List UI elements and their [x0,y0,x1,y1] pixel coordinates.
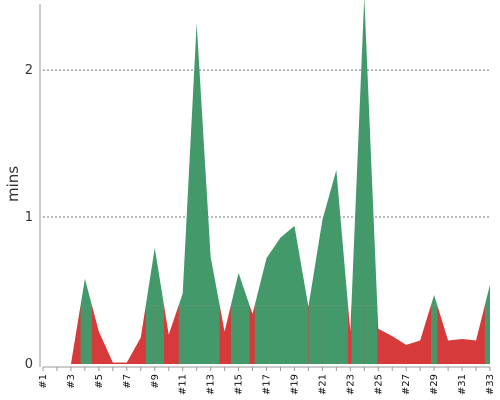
x-tick-label: #17 [262,374,273,395]
area-fill-segment [178,305,183,364]
area-fill-segment [182,305,198,364]
area-fill-segment [434,305,438,364]
area-fill-segment [364,305,378,364]
grid-lines [43,69,490,218]
x-tick-label: #29 [429,374,440,395]
y-tick-labels: 0 1 2 [25,63,33,372]
area-fill-segment [280,305,295,364]
area-fill-segment [154,305,164,364]
x-tick-label: #31 [457,374,468,395]
area-fill-segment [84,305,92,364]
x-tick-label: #25 [373,374,384,395]
x-tick-label: #5 [94,374,105,389]
area-fill-segment [266,305,281,364]
x-tick-label: #21 [317,374,328,395]
x-tick-label: #13 [206,374,217,395]
area-fill-segment [322,305,337,364]
x-tick-label: #3 [66,374,77,389]
area-fill-segment [80,305,85,364]
x-tick-label: #15 [234,374,245,395]
y-tick-label: 0 [25,357,33,372]
area-fill-segment [238,305,250,364]
series-areas [43,0,490,364]
area-fill-segment [196,305,212,364]
x-tick-label: #9 [150,374,161,389]
area-fill-segment [145,305,155,364]
y-tick-label: 2 [25,63,33,78]
area-fill-segment [351,305,365,364]
area-fill-segment [336,305,349,364]
y-axis-label: mins [4,166,22,202]
area-fill-segment [430,305,435,364]
area-fill-segment [254,305,267,364]
y-tick-label: 1 [25,210,33,225]
area-above-threshold [80,0,490,306]
x-tick-label: #11 [178,374,189,395]
x-tick-label: #27 [401,374,412,395]
x-tick-label: #19 [289,374,300,395]
x-tick-label: #23 [345,374,356,395]
area-fill-segment [210,305,220,364]
x-tick-label: #33 [485,374,496,395]
x-tick-label: #1 [38,374,49,389]
area-fill-segment [484,305,490,364]
area-fill-segment [308,305,323,364]
x-tick-label: #7 [122,374,133,389]
area-fill-segment [294,305,309,364]
x-tick-labels: #1 #3 #5 #7 #9 #11 #13 #15 #17 #19 #21 #23 #25 #27 #29… [38,367,496,395]
area-fill-segment [230,305,239,364]
